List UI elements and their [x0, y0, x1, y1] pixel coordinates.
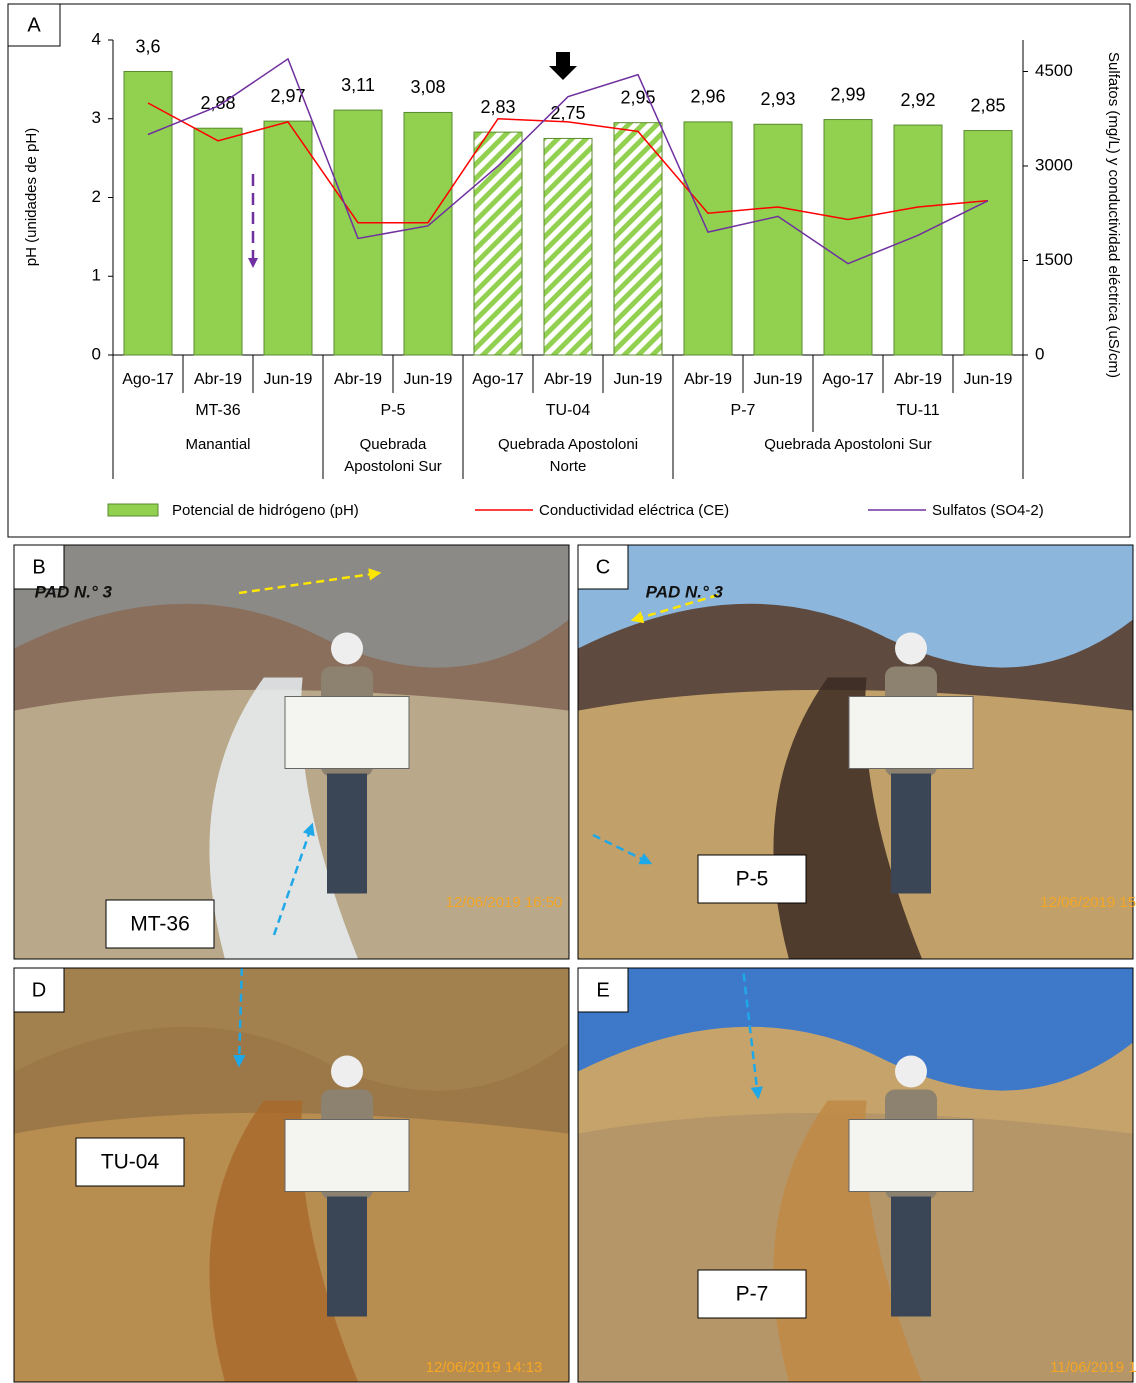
timestamp: 12/06/2019 14:13 [426, 1359, 543, 1376]
person-legs [891, 774, 931, 894]
value-label: 2,99 [830, 84, 865, 104]
whiteboard [849, 1120, 973, 1192]
panel-letter: A [27, 14, 41, 36]
photo-image [578, 545, 1133, 1020]
pad-label: PAD N.° 3 [646, 582, 724, 601]
site-label: P-7 [736, 1283, 769, 1306]
value-label: 2,96 [690, 87, 725, 107]
y2-axis-title: Sulfatos (mg/L) y conductividad eléctric… [1105, 52, 1122, 378]
site-label: TU-04 [101, 1151, 160, 1174]
panel-letter: C [596, 556, 610, 578]
bar [124, 72, 172, 356]
value-label: 2,85 [970, 95, 1005, 115]
timestamp: 11/06/2019 10:55 [1050, 1359, 1136, 1376]
figure: A 0 1 2 3 4 0 1500 3000 4500 pH (unidades de pH) S… [0, 0, 1136, 1383]
photo: C PAD N.° 3 P-5 12/06/2019 15:11 [578, 545, 1136, 1020]
person-head [331, 633, 363, 665]
site-label: Quebrada Apostoloni Sur [688, 434, 1008, 456]
y2-tick-label: 0 [1035, 344, 1044, 363]
x-tick-label: Jun-19 [264, 371, 313, 388]
panel-letter: D [32, 979, 46, 1001]
site-label: Quebrada Apostoloni Sur [338, 434, 448, 478]
person-head [331, 1056, 363, 1088]
value-label: 2,83 [480, 97, 515, 117]
bar [334, 110, 382, 355]
x-tick-label: Abr-19 [194, 371, 242, 388]
bar [684, 122, 732, 355]
person-head [895, 633, 927, 665]
person-legs [891, 1197, 931, 1317]
group-label: TU-04 [546, 402, 591, 419]
y-tick-label: 1 [92, 266, 101, 285]
x-tick-label: Abr-19 [334, 371, 382, 388]
whiteboard [285, 1120, 409, 1192]
legend-label: Conductividad eléctrica (CE) [539, 502, 729, 519]
bar [824, 120, 872, 355]
site-label-box: Quebrada Apostoloni Sur [688, 434, 1008, 482]
whiteboard [849, 697, 973, 769]
group-label: TU-11 [896, 402, 939, 419]
value-label: 2,92 [900, 90, 935, 110]
value-label: 2,95 [620, 87, 655, 107]
x-tick-label: Jun-19 [754, 371, 803, 388]
x-tick-label: Jun-19 [404, 371, 453, 388]
x-tick-label: Abr-19 [894, 371, 942, 388]
group-label: P-7 [731, 402, 756, 419]
x-tick-label: Abr-19 [684, 371, 732, 388]
group-label: MT-36 [195, 402, 240, 419]
bar [404, 112, 452, 355]
x-tick-label: Jun-19 [964, 371, 1013, 388]
panel-letter: E [596, 979, 609, 1001]
whiteboard [285, 697, 409, 769]
value-label: 2,93 [760, 89, 795, 109]
site-label-box: Quebrada Apostoloni Norte [478, 434, 658, 482]
value-label: 3,08 [410, 77, 445, 97]
value-label: 2,75 [550, 103, 585, 123]
x-tick-label: Jun-19 [614, 371, 663, 388]
value-label: 3,11 [341, 75, 375, 95]
site-label: P-5 [736, 868, 769, 891]
bar [194, 128, 242, 355]
legend-label: Potencial de hidrógeno (pH) [172, 502, 359, 519]
timestamp: 12/06/2019 15:11 [1040, 894, 1136, 911]
y-tick-label: 0 [92, 344, 101, 363]
page: A 0 1 2 3 4 0 1500 3000 4500 pH (unidades de pH) S… [0, 0, 1136, 1383]
person-head [895, 1056, 927, 1088]
x-tick-label: Ago-17 [122, 371, 174, 388]
site-label: MT-36 [130, 913, 190, 936]
bar [754, 124, 802, 355]
y-axis-title: pH (unidades de pH) [23, 128, 40, 266]
y-tick-label: 2 [92, 187, 101, 206]
x-tick-label: Ago-17 [472, 371, 524, 388]
y2-tick-label: 4500 [1035, 61, 1073, 80]
x-tick-label: Ago-17 [822, 371, 874, 388]
y2-tick-label: 3000 [1035, 155, 1073, 174]
person-legs [327, 1197, 367, 1317]
legend-swatch [108, 504, 158, 516]
legend-label: Sulfatos (SO4-2) [932, 502, 1044, 519]
panel-letter: B [32, 556, 45, 578]
bar [894, 125, 942, 355]
group-label: P-5 [381, 402, 406, 419]
person-legs [327, 774, 367, 894]
pad-label: PAD N.° 3 [35, 582, 113, 601]
y2-tick-label: 1500 [1035, 250, 1073, 269]
y-tick-label: 3 [92, 108, 101, 127]
bar [614, 123, 662, 355]
y-tick-label: 4 [92, 29, 101, 48]
x-tick-label: Abr-19 [544, 371, 592, 388]
site-label: Quebrada Apostoloni Norte [478, 434, 658, 478]
bar [964, 131, 1012, 355]
value-label: 3,6 [135, 36, 160, 56]
bar [544, 138, 592, 355]
timestamp: 12/06/2019 16:50 [446, 894, 563, 911]
value-label: 2,88 [200, 93, 235, 113]
bar [264, 121, 312, 355]
site-label: Manantial [128, 434, 308, 456]
site-label-box: Quebrada Apostoloni Sur [338, 434, 448, 482]
photo: B PAD N.° 3 MT-36 12/06/2019 16:50 [14, 545, 569, 959]
site-label-box: Manantial [128, 434, 308, 482]
